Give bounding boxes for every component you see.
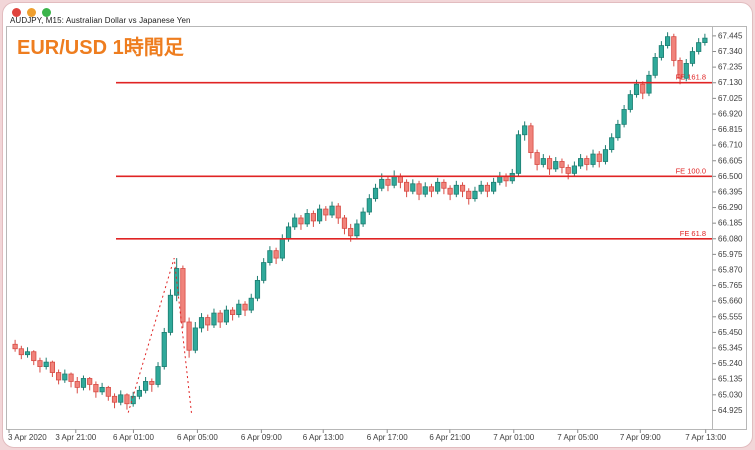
svg-text:FE 61.8: FE 61.8 bbox=[680, 229, 706, 238]
svg-text:FE 161.8: FE 161.8 bbox=[676, 73, 706, 82]
svg-text:7 Apr 01:00: 7 Apr 01:00 bbox=[493, 433, 534, 442]
svg-text:64.925: 64.925 bbox=[718, 406, 743, 415]
svg-text:65.660: 65.660 bbox=[718, 297, 743, 306]
svg-text:65.765: 65.765 bbox=[718, 281, 743, 290]
price-chart-canvas[interactable]: 67.445 67.340 67.235 67.130 67.025 66.920 66.8… bbox=[6, 26, 747, 444]
svg-text:6 Apr 17:00: 6 Apr 17:00 bbox=[367, 433, 408, 442]
svg-text:65.975: 65.975 bbox=[718, 250, 743, 259]
svg-text:67.025: 67.025 bbox=[718, 94, 743, 103]
svg-text:66.185: 66.185 bbox=[718, 219, 743, 228]
chart-area[interactable]: 67.445 67.340 67.235 67.130 67.025 66.920 66.8… bbox=[6, 26, 751, 447]
svg-text:65.240: 65.240 bbox=[718, 359, 743, 368]
svg-text:65.030: 65.030 bbox=[718, 390, 743, 399]
svg-text:67.235: 67.235 bbox=[718, 63, 743, 72]
svg-text:7 Apr 05:00: 7 Apr 05:00 bbox=[557, 433, 598, 442]
window-titlebar bbox=[12, 8, 51, 18]
close-button[interactable] bbox=[12, 8, 21, 17]
svg-text:65.450: 65.450 bbox=[718, 328, 743, 337]
svg-text:6 Apr 09:00: 6 Apr 09:00 bbox=[241, 433, 282, 442]
svg-text:6 Apr 01:00: 6 Apr 01:00 bbox=[113, 433, 154, 442]
svg-text:6 Apr 05:00: 6 Apr 05:00 bbox=[177, 433, 218, 442]
svg-text:65.555: 65.555 bbox=[718, 312, 743, 321]
svg-text:66.290: 66.290 bbox=[718, 203, 743, 212]
svg-text:65.345: 65.345 bbox=[718, 344, 743, 353]
svg-text:66.710: 66.710 bbox=[718, 141, 743, 150]
svg-text:65.870: 65.870 bbox=[718, 265, 743, 274]
svg-text:67.445: 67.445 bbox=[718, 31, 743, 40]
symbol-info-label: AUDJPY, M15: Australian Dollar vs Japane… bbox=[10, 16, 191, 25]
svg-text:3 Apr 21:00: 3 Apr 21:00 bbox=[55, 433, 96, 442]
svg-text:66.605: 66.605 bbox=[718, 156, 743, 165]
svg-text:6 Apr 13:00: 6 Apr 13:00 bbox=[303, 433, 344, 442]
svg-text:FE 100.0: FE 100.0 bbox=[676, 166, 706, 175]
minimize-button[interactable] bbox=[27, 8, 36, 17]
svg-text:3 Apr 2020: 3 Apr 2020 bbox=[8, 433, 47, 442]
svg-text:6 Apr 21:00: 6 Apr 21:00 bbox=[429, 433, 470, 442]
svg-text:67.340: 67.340 bbox=[718, 47, 743, 56]
zoom-button[interactable] bbox=[42, 8, 51, 17]
svg-text:7 Apr 09:00: 7 Apr 09:00 bbox=[620, 433, 661, 442]
svg-text:7 Apr 13:00: 7 Apr 13:00 bbox=[685, 433, 726, 442]
svg-text:66.395: 66.395 bbox=[718, 187, 743, 196]
svg-text:66.815: 66.815 bbox=[718, 125, 743, 134]
svg-text:66.500: 66.500 bbox=[718, 172, 743, 181]
svg-text:66.920: 66.920 bbox=[718, 109, 743, 118]
chart-title: EUR/USD 1時間足 bbox=[17, 37, 184, 59]
svg-text:65.135: 65.135 bbox=[718, 375, 743, 384]
svg-text:67.130: 67.130 bbox=[718, 78, 743, 87]
svg-text:66.080: 66.080 bbox=[718, 234, 743, 243]
